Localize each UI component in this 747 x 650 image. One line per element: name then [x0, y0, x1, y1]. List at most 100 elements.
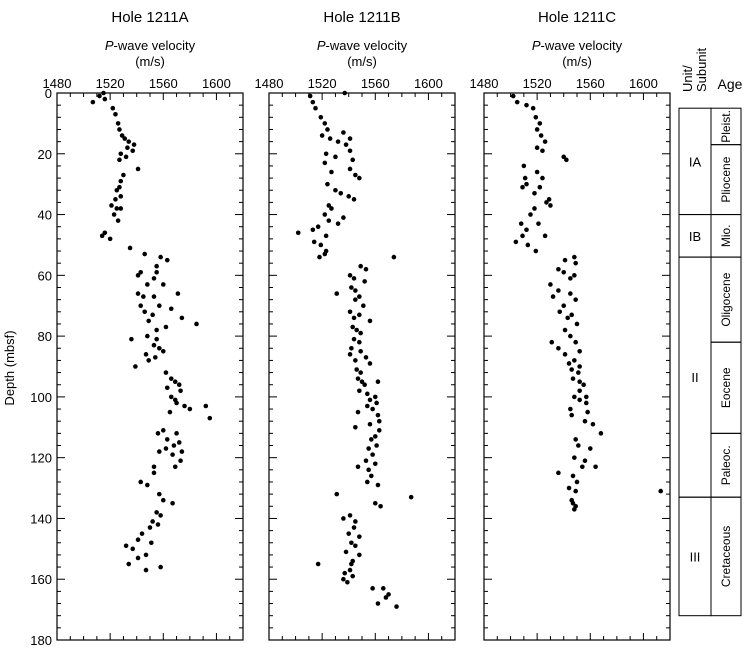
data-point: [391, 254, 397, 260]
data-point: [341, 215, 346, 220]
data-point: [113, 111, 118, 117]
data-point: [369, 437, 374, 442]
data-point: [163, 446, 169, 451]
data-point: [102, 96, 108, 102]
data-point: [584, 394, 589, 400]
data-point: [564, 157, 569, 163]
data-point: [548, 203, 553, 208]
data-point: [353, 358, 358, 363]
data-point: [514, 99, 520, 105]
data-point: [534, 145, 540, 150]
data-point: [534, 169, 540, 175]
data-point: [570, 376, 576, 381]
data-point: [347, 166, 353, 172]
age-box: [710, 496, 742, 617]
data-point: [367, 397, 373, 403]
data-point: [580, 464, 585, 470]
data-point: [534, 127, 540, 132]
data-point: [572, 507, 577, 512]
data-point: [365, 479, 370, 485]
data-point: [133, 364, 138, 369]
data-point: [351, 276, 357, 281]
data-point: [353, 172, 358, 178]
data-point: [343, 142, 349, 147]
data-point: [168, 394, 174, 400]
data-point: [135, 273, 141, 278]
data-point: [131, 142, 137, 147]
data-point: [334, 291, 340, 296]
data-point: [118, 151, 124, 157]
data-point: [347, 567, 353, 573]
data-point: [374, 400, 379, 406]
data-point: [562, 352, 568, 357]
data-point: [315, 224, 321, 230]
data-point: [338, 190, 344, 196]
plot-frame: [268, 92, 456, 641]
data-point: [142, 251, 147, 257]
data-point: [172, 379, 178, 384]
data-point: [150, 519, 155, 524]
data-point: [149, 540, 154, 546]
data-point: [335, 221, 341, 226]
data-point: [343, 549, 349, 555]
data-point: [577, 364, 582, 369]
depth-axis-label: Depth (mbsf): [2, 330, 17, 405]
data-point: [533, 115, 539, 120]
data-point: [366, 446, 371, 451]
data-point: [175, 291, 181, 296]
data-point: [538, 133, 544, 138]
data-point: [533, 248, 539, 254]
data-point: [574, 479, 580, 485]
data-point: [307, 93, 313, 99]
data-point: [151, 464, 157, 470]
data-point: [565, 315, 570, 321]
data-point: [154, 327, 159, 333]
data-point: [203, 403, 209, 409]
data-point: [537, 121, 543, 126]
x-axis-units: (m/s): [135, 54, 165, 69]
data-point: [115, 218, 121, 223]
data-point: [372, 461, 378, 467]
data-point: [357, 294, 362, 299]
y-tick-label: 100: [30, 390, 52, 405]
data-point: [158, 564, 163, 570]
data-point: [573, 339, 578, 345]
data-point: [556, 266, 561, 272]
data-point: [372, 434, 378, 439]
data-point: [178, 388, 183, 394]
data-point: [359, 379, 365, 384]
data-point: [141, 294, 146, 299]
data-point: [349, 285, 354, 290]
data-point: [323, 151, 329, 157]
data-point: [342, 90, 348, 96]
data-point: [358, 349, 363, 354]
plot-frame: [56, 92, 244, 641]
data-point: [525, 242, 531, 248]
data-point: [342, 570, 348, 576]
data-point: [510, 93, 516, 99]
unit-label: IB: [689, 229, 701, 244]
data-point: [154, 510, 159, 515]
data-point: [587, 446, 593, 451]
data-point: [349, 540, 354, 546]
data-point: [145, 282, 150, 287]
data-point: [349, 345, 354, 351]
data-point: [576, 443, 581, 448]
data-point: [182, 403, 187, 409]
data-point: [362, 279, 367, 284]
data-point: [573, 488, 578, 494]
age-header: Age: [718, 76, 743, 92]
data-point: [561, 269, 567, 275]
plot-frame: [483, 92, 671, 641]
data-point: [126, 561, 132, 567]
data-point: [537, 184, 543, 190]
data-point: [157, 491, 162, 497]
data-point: [357, 339, 362, 345]
data-point: [107, 236, 113, 242]
data-point: [363, 355, 369, 360]
data-point: [167, 409, 173, 415]
data-point: [158, 513, 163, 518]
data-point: [347, 273, 353, 278]
data-point: [326, 218, 332, 223]
